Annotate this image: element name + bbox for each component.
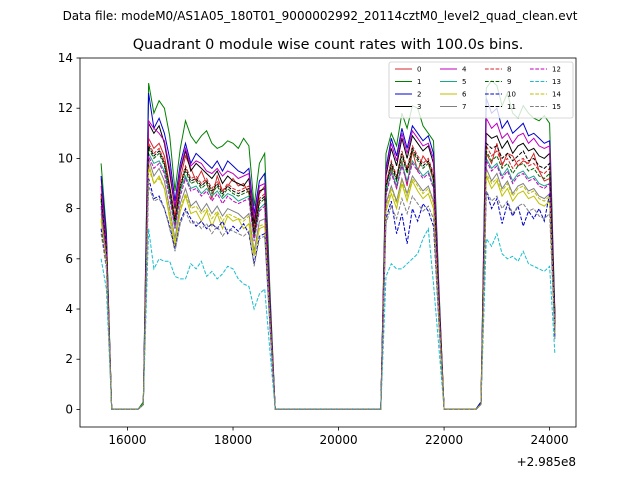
series-line-13 <box>100 226 556 410</box>
legend-label-7: 7 <box>462 103 466 111</box>
legend-label-0: 0 <box>417 66 421 74</box>
x-tick-label: 20000 <box>319 433 357 447</box>
legend-label-4: 4 <box>462 66 467 74</box>
y-tick-label: 0 <box>65 402 73 416</box>
chart-title: Quadrant 0 module wise count rates with … <box>133 37 524 53</box>
legend-label-2: 2 <box>417 91 421 99</box>
x-axis-offset-label: +2.985e8 <box>517 455 576 469</box>
x-tick-label: 18000 <box>214 433 252 447</box>
series-line-2 <box>100 93 556 410</box>
y-tick-label: 12 <box>58 101 73 115</box>
series-line-6 <box>100 163 556 410</box>
x-tick-label: 24000 <box>531 433 569 447</box>
series-line-12 <box>100 155 556 410</box>
legend-label-5: 5 <box>462 78 466 86</box>
y-tick-label: 14 <box>58 51 73 65</box>
y-tick-label: 2 <box>65 352 73 366</box>
legend-label-3: 3 <box>417 103 421 111</box>
y-tick-label: 10 <box>58 151 73 165</box>
plot-frame <box>79 57 577 428</box>
legend-label-13: 13 <box>552 78 561 86</box>
series-layer <box>100 79 556 410</box>
x-tick-label: 16000 <box>108 433 146 447</box>
legend-label-6: 6 <box>462 91 467 99</box>
y-tick-label: 6 <box>65 252 73 266</box>
legend-frame <box>388 61 574 119</box>
legend-label-11: 11 <box>507 103 516 111</box>
series-line-0 <box>100 138 556 410</box>
legend-label-14: 14 <box>552 91 561 99</box>
legend-label-8: 8 <box>507 66 511 74</box>
chart-suptitle: Data file: modeM0/AS1A05_180T01_90000029… <box>63 9 578 23</box>
y-tick-label: 4 <box>65 302 73 316</box>
legend-label-10: 10 <box>507 91 516 99</box>
series-line-1 <box>100 79 556 410</box>
legend-label-9: 9 <box>507 78 511 86</box>
series-line-15 <box>100 185 556 410</box>
legend-label-15: 15 <box>552 103 561 111</box>
legend-label-12: 12 <box>552 66 561 74</box>
series-line-8 <box>100 143 556 410</box>
x-tick-label: 22000 <box>425 433 463 447</box>
y-tick-label: 8 <box>65 202 73 216</box>
legend-label-1: 1 <box>417 78 421 86</box>
